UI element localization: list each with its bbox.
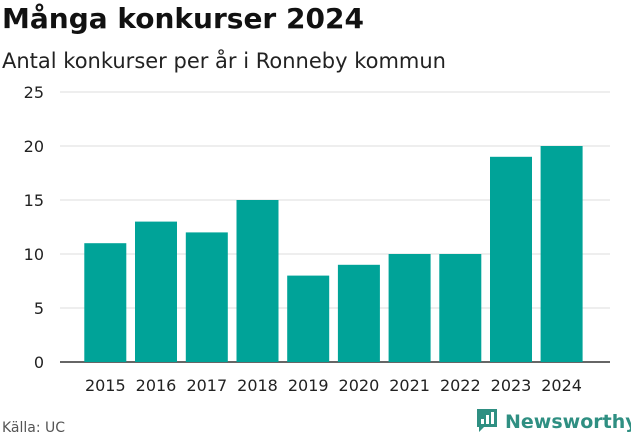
x-tick-label: 2020	[339, 376, 380, 395]
bar-2019	[287, 275, 330, 362]
x-tick-label: 2018	[237, 376, 278, 395]
source-note: Källa: UC	[2, 420, 66, 436]
x-tick-label: 2022	[440, 376, 481, 395]
bar-2018	[236, 200, 279, 362]
x-tick-label: 2024	[541, 376, 582, 395]
x-tick-label: 2017	[186, 376, 227, 395]
y-axis-ticks: 0 5 10 15 20 25	[24, 83, 44, 372]
bar-2024	[540, 146, 583, 362]
y-tick-label: 5	[34, 299, 44, 318]
y-tick-label: 25	[24, 83, 44, 102]
newsworthy-logo-icon	[475, 407, 499, 437]
bar-2022	[439, 254, 482, 362]
x-tick-label: 2019	[288, 376, 329, 395]
x-tick-label: 2015	[85, 376, 126, 395]
x-tick-label: 2023	[491, 376, 532, 395]
bars	[84, 146, 583, 362]
bar-2020	[337, 264, 380, 362]
bar-2016	[135, 221, 177, 362]
brand-logo[interactable]: Newsworthy	[475, 407, 631, 437]
y-tick-label: 0	[34, 353, 44, 372]
y-tick-label: 20	[24, 137, 44, 156]
chart-subtitle: Antal konkurser per år i Ronneby kommun	[2, 49, 446, 73]
x-tick-label: 2021	[389, 376, 430, 395]
brand-name: Newsworthy	[505, 411, 631, 433]
bar-2021	[388, 254, 431, 362]
y-tick-label: 10	[24, 245, 44, 264]
x-axis-ticks: 2015 2016 2017 2018 2019 2020 2021 2022 2023 2024	[85, 376, 582, 395]
bar-2017	[185, 232, 228, 362]
y-tick-label: 15	[24, 191, 44, 210]
chart-title: Många konkurser 2024	[2, 2, 364, 35]
x-tick-label: 2016	[136, 376, 177, 395]
bar-2023	[490, 156, 532, 362]
bar-2015	[84, 243, 127, 362]
